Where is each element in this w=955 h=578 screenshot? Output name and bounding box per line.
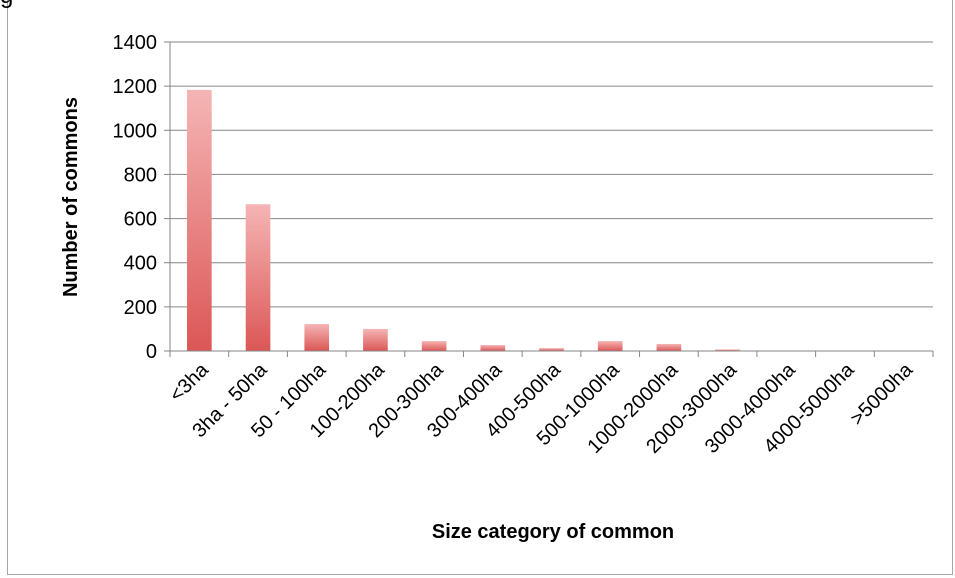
- bar: [304, 324, 330, 351]
- bar: [597, 341, 623, 351]
- x-tick-label: >5000ha: [846, 358, 918, 430]
- y-tick-label: 400: [124, 253, 157, 275]
- y-tick-label: 1200: [113, 76, 158, 98]
- y-tick-label: 200: [124, 297, 157, 319]
- bar: [656, 343, 682, 351]
- y-axis-title: Number of commons: [60, 97, 82, 297]
- x-axis-title: Size category of common: [432, 521, 674, 543]
- bar: [245, 204, 271, 351]
- bar: [480, 345, 506, 351]
- y-tick-label: 1000: [113, 120, 158, 142]
- bar: [421, 341, 447, 351]
- y-tick-label: 600: [124, 209, 157, 231]
- header-fragment: g: [0, 0, 13, 10]
- bar: [715, 349, 740, 351]
- y-tick-label: 1400: [113, 32, 158, 54]
- bars: [187, 89, 916, 352]
- bar: [187, 89, 212, 352]
- axes: [164, 41, 934, 357]
- y-tick-label: 0: [146, 341, 157, 363]
- chart-frame: [7, 0, 953, 575]
- x-tick-label: <3ha: [165, 358, 213, 406]
- y-tick-label: 800: [124, 164, 157, 186]
- gridlines: [170, 41, 933, 308]
- bar: [363, 328, 388, 351]
- bar: [539, 348, 564, 351]
